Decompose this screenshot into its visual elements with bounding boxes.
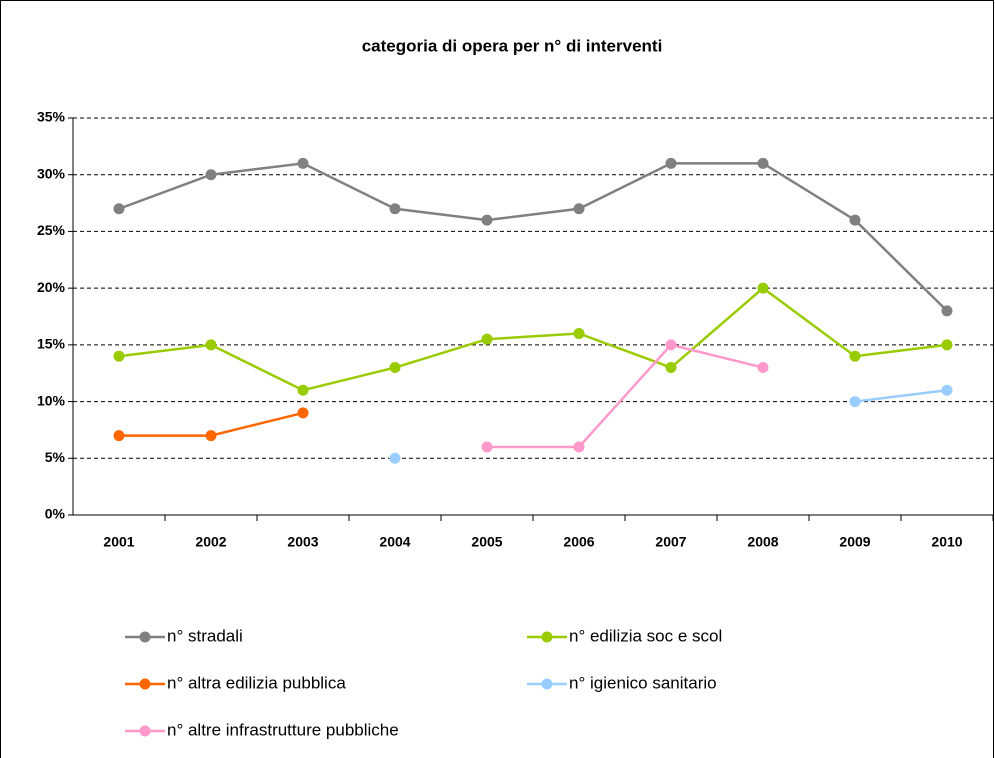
series-line: [118, 162, 948, 312]
series-marker: [665, 339, 677, 351]
legend-marker: [541, 631, 553, 643]
legend-label: n° stradali: [167, 626, 243, 645]
y-tick-label: 0%: [45, 506, 66, 522]
series-marker: [113, 430, 125, 442]
legend-marker: [139, 631, 151, 643]
x-tick-label: 2010: [931, 534, 962, 550]
series-marker: [573, 441, 585, 453]
legend-label: n° edilizia soc e scol: [569, 626, 722, 645]
series-marker: [205, 169, 217, 181]
series-marker: [757, 282, 769, 294]
series-marker: [297, 384, 309, 396]
series-marker: [665, 157, 677, 169]
x-tick-label: 2006: [563, 534, 594, 550]
series-marker: [389, 452, 401, 464]
x-tick-label: 2008: [747, 534, 778, 550]
y-tick-label: 10%: [37, 392, 66, 408]
series-marker: [941, 384, 953, 396]
series-marker: [573, 203, 585, 215]
series-marker: [849, 214, 861, 226]
series-marker: [665, 362, 677, 374]
series-marker: [757, 157, 769, 169]
series-marker: [481, 214, 493, 226]
legend-label: n° altra edilizia pubblica: [167, 673, 346, 692]
y-tick-label: 15%: [37, 336, 66, 352]
x-tick-label: 2004: [379, 534, 410, 550]
y-tick-label: 25%: [37, 222, 66, 238]
y-tick-label: 5%: [45, 449, 66, 465]
series-marker: [113, 203, 125, 215]
series-marker: [573, 328, 585, 340]
legend-label: n° altre infrastrutture pubbliche: [167, 720, 399, 739]
legend-marker: [139, 678, 151, 690]
legend-label: n° igienico sanitario: [569, 673, 717, 692]
series-marker: [941, 305, 953, 317]
x-tick-label: 2009: [839, 534, 870, 550]
chart-title: categoria di opera per n° di interventi: [362, 36, 663, 55]
series-marker: [297, 407, 309, 419]
series-marker: [113, 350, 125, 362]
series-marker: [481, 441, 493, 453]
series-line: [854, 388, 948, 403]
series-marker: [849, 396, 861, 408]
series-marker: [389, 203, 401, 215]
series-marker: [297, 157, 309, 169]
series-line: [118, 286, 948, 392]
series-line: [487, 343, 764, 449]
x-tick-label: 2003: [287, 534, 318, 550]
legend-marker: [541, 678, 553, 690]
x-tick-label: 2005: [471, 534, 502, 550]
series-marker: [941, 339, 953, 351]
y-tick-label: 20%: [37, 279, 66, 295]
x-tick-label: 2002: [195, 534, 226, 550]
x-tick-label: 2001: [103, 534, 134, 550]
y-tick-label: 35%: [37, 109, 66, 125]
series-marker: [205, 430, 217, 442]
series-marker: [757, 362, 769, 374]
legend-marker: [139, 725, 151, 737]
series-marker: [205, 339, 217, 351]
y-tick-label: 30%: [37, 165, 66, 181]
series-marker: [481, 333, 493, 345]
series-marker: [389, 362, 401, 374]
series-marker: [849, 350, 861, 362]
x-tick-label: 2007: [655, 534, 686, 550]
